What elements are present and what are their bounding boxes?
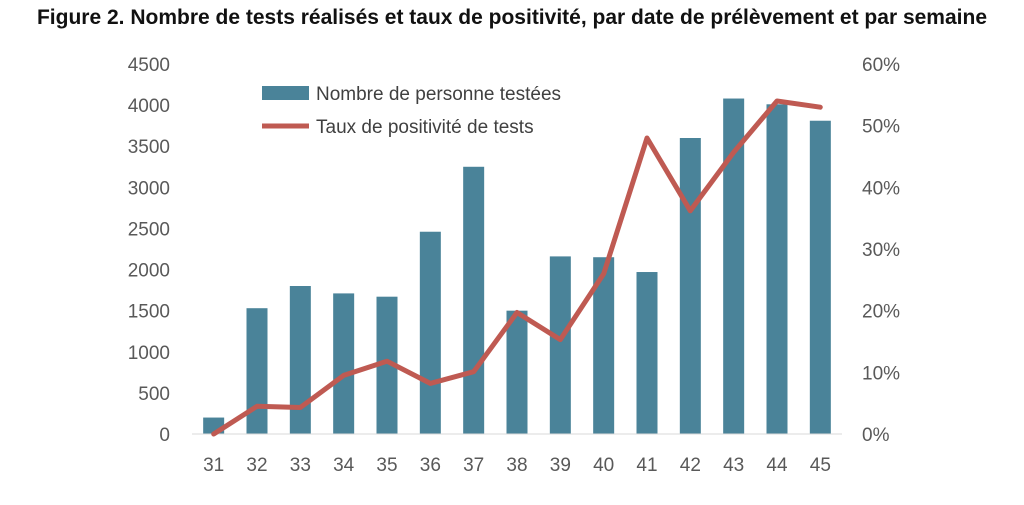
x-axis-tick-label: 39 (550, 455, 571, 476)
bar (333, 293, 355, 434)
legend-bar-swatch (262, 86, 309, 100)
x-axis-tick-label: 32 (246, 455, 267, 476)
bar (593, 257, 615, 434)
legend: Nombre de personne testées Taux de posit… (262, 84, 561, 138)
right-axis-tick-label: 60% (862, 55, 900, 76)
left-axis-tick-label: 4500 (128, 55, 170, 76)
left-axis-tick-label: 2500 (128, 219, 170, 240)
right-axis-tick-label: 50% (862, 117, 900, 138)
x-axis-tick-label: 42 (680, 455, 701, 476)
left-axis-tick-label: 4000 (128, 96, 170, 117)
bar (679, 138, 701, 434)
x-axis-tick-label: 45 (810, 455, 831, 476)
bar (246, 308, 268, 434)
left-axis-tick-label: 0 (159, 425, 170, 446)
bar (809, 120, 831, 434)
right-axis-tick-label: 0% (862, 425, 890, 446)
x-axis-tick-label: 35 (376, 455, 397, 476)
left-axis-ticks: 0 500 1000 1500 2000 2500 3000 3500 4000 4500 (128, 55, 170, 446)
x-axis-tick-label: 37 (463, 455, 484, 476)
x-axis-tick-label: 34 (333, 455, 355, 476)
x-axis-tick-label: 40 (593, 455, 614, 476)
bar (636, 272, 658, 434)
legend-bar-label: Nombre de personne testées (316, 84, 561, 105)
left-axis-tick-label: 2000 (128, 261, 170, 282)
x-axis-tick-label: 44 (766, 455, 788, 476)
right-axis-tick-label: 10% (862, 363, 900, 384)
bar (766, 104, 788, 435)
x-axis-tick-label: 41 (636, 455, 657, 476)
right-axis-ticks: 0% 10% 20% 30% 40% 50% 60% (862, 55, 900, 446)
x-axis-tick-label: 36 (420, 455, 441, 476)
x-axis-tick-label: 38 (506, 455, 527, 476)
left-axis-tick-label: 3000 (128, 178, 170, 199)
bar (723, 98, 745, 435)
x-axis-tick-label: 31 (203, 455, 224, 476)
left-axis-tick-label: 500 (138, 384, 170, 405)
chart-title: Figure 2. Nombre de tests réalisés et ta… (36, 6, 987, 29)
bar (506, 310, 528, 434)
right-axis-tick-label: 40% (862, 178, 900, 199)
bar (419, 231, 441, 434)
x-axis-ticks: 31 32 33 34 35 36 37 38 39 40 41 42 43 44 45 (203, 455, 831, 476)
right-axis-tick-label: 30% (862, 240, 900, 261)
left-axis-tick-label: 1000 (128, 343, 170, 364)
legend-line-label: Taux de positivité de tests (316, 117, 534, 138)
left-axis-tick-label: 3500 (128, 137, 170, 158)
bar (376, 296, 398, 434)
line-series (211, 98, 823, 437)
left-axis-tick-label: 1500 (128, 302, 170, 323)
bar (549, 256, 571, 434)
x-axis-tick-label: 33 (290, 455, 311, 476)
right-axis-tick-label: 20% (862, 302, 900, 323)
bar (463, 166, 485, 434)
bar (289, 286, 311, 434)
x-axis-tick-label: 43 (723, 455, 744, 476)
